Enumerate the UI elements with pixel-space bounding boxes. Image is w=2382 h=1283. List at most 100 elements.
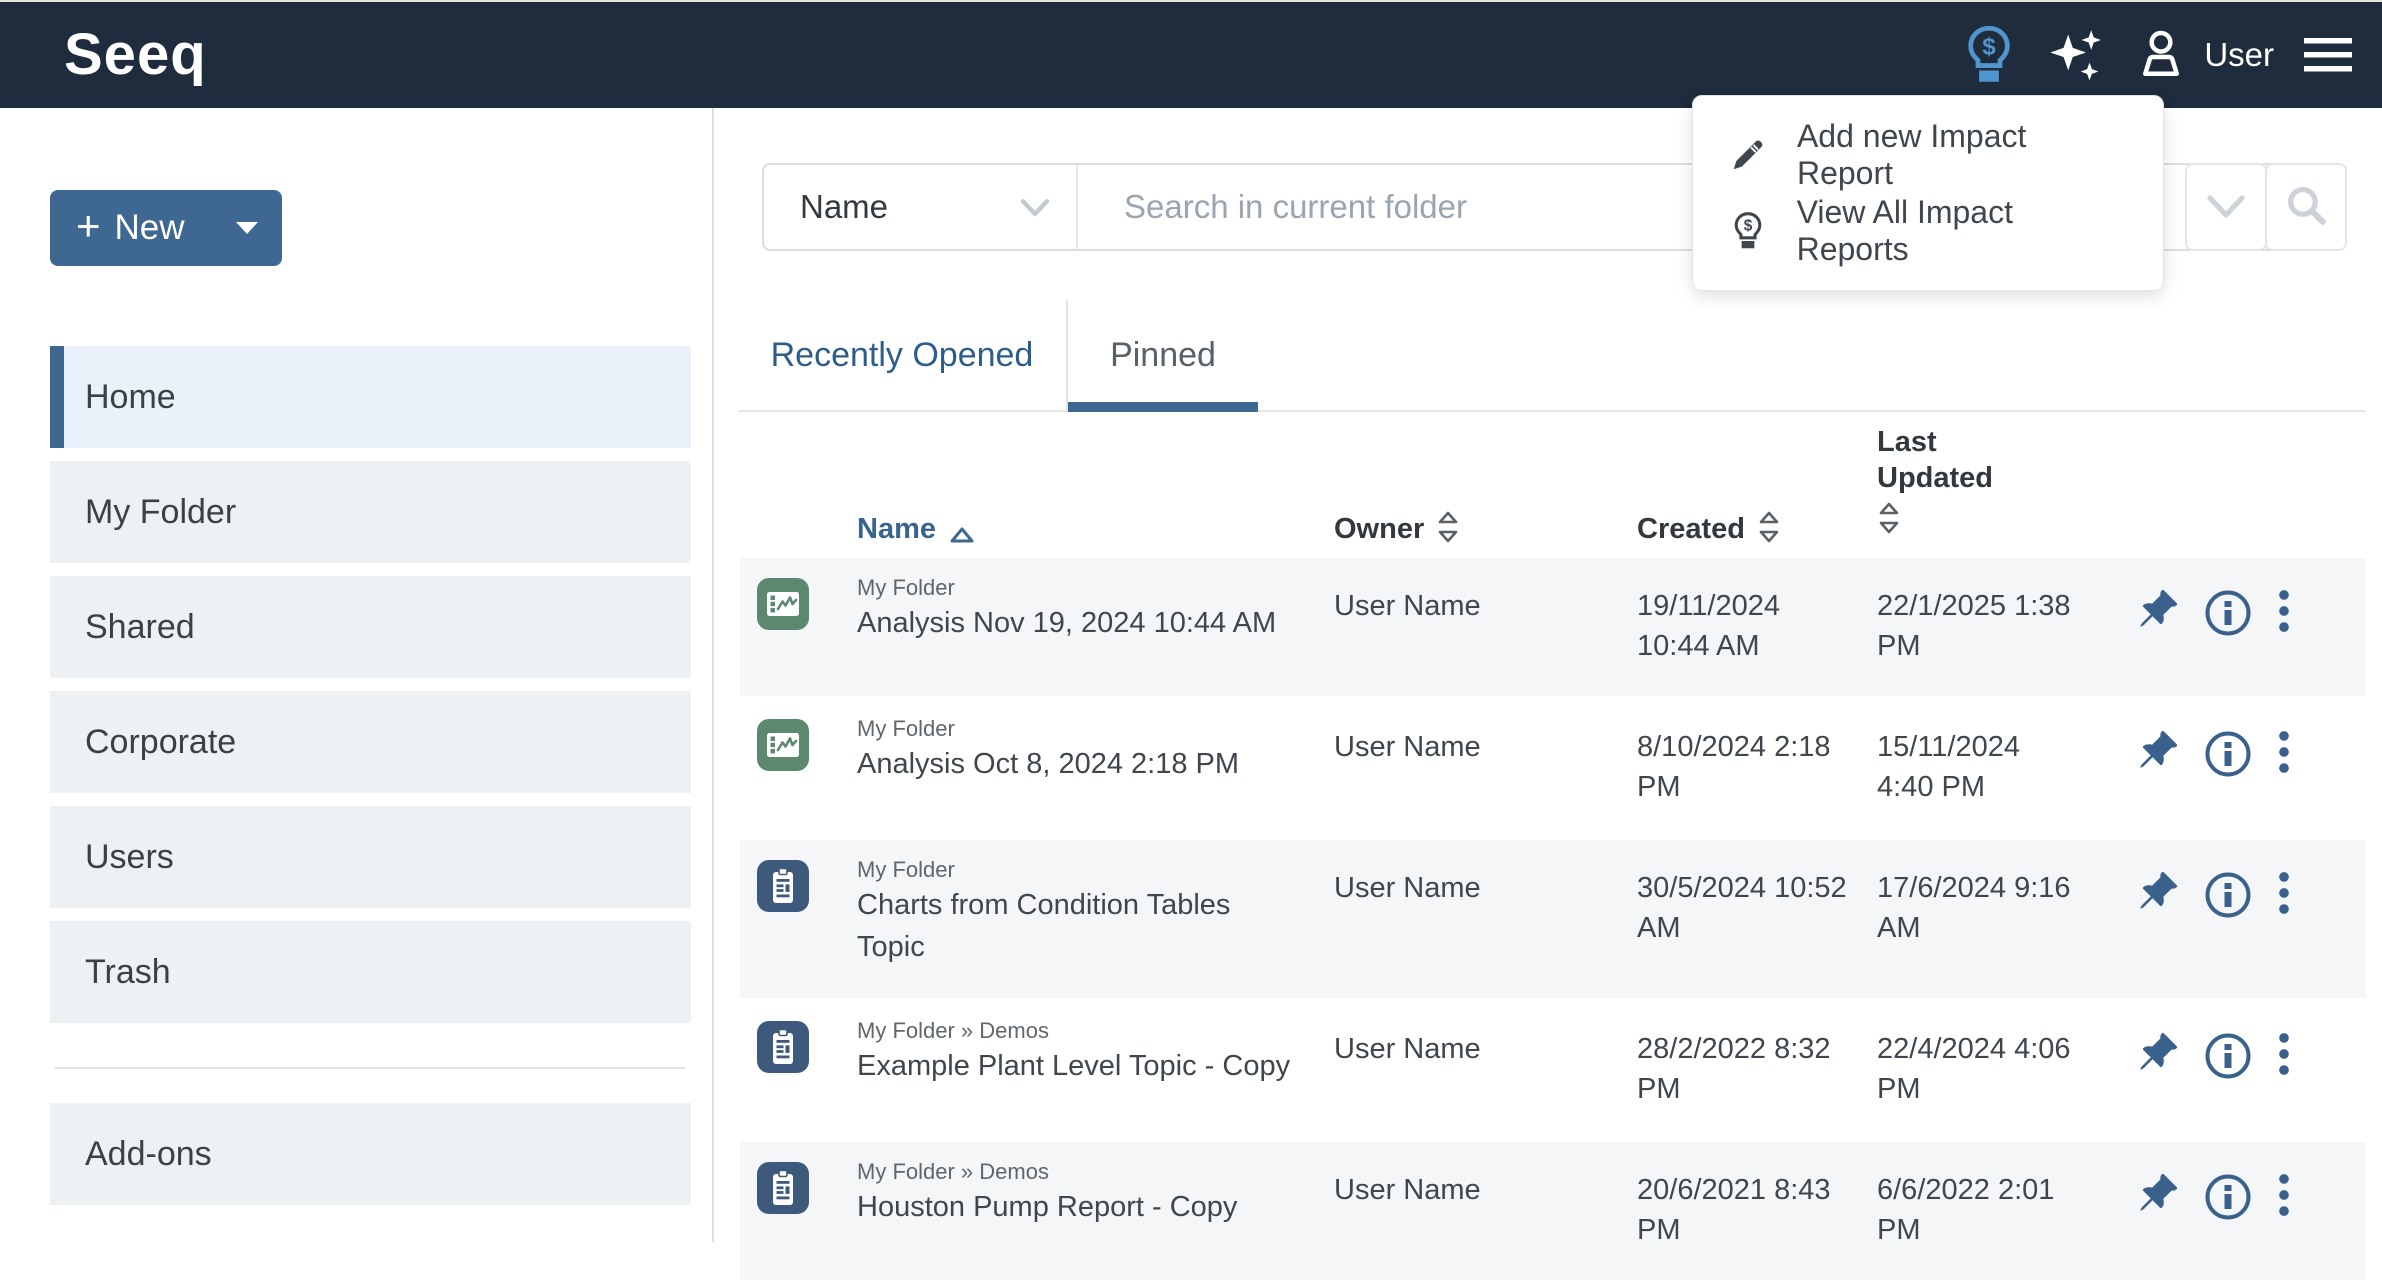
table-row[interactable]: My Folder » Demos Example Plant Level To…	[740, 1000, 2366, 1139]
column-label: Created	[1637, 512, 1745, 545]
menu-item-label: View All Impact Reports	[1796, 194, 2013, 267]
kebab-menu-icon[interactable]	[2277, 588, 2291, 634]
user-name-label[interactable]: User	[2204, 36, 2274, 73]
new-button-label: New	[114, 208, 185, 247]
sidebar-item-users[interactable]: Users	[50, 806, 691, 908]
sort-ascending-icon	[948, 526, 976, 544]
main-content: Name Recently Opened Pinned	[714, 108, 2382, 1280]
item-updated: 15/11/2024 4:40 PM	[1877, 730, 2020, 803]
sidebar-nav: Home My Folder Shared Corporate Users Trash Ad…	[0, 346, 712, 1205]
sidebar-item-home[interactable]: Home	[50, 346, 691, 448]
search-icon	[2283, 182, 2329, 233]
table-header: Name Owner Created Last Updated	[740, 424, 2366, 558]
search-filter-select[interactable]: Name	[764, 165, 1078, 249]
pin-icon[interactable]	[2137, 1172, 2179, 1214]
item-folder-path: My Folder	[857, 715, 955, 741]
pin-icon[interactable]	[2137, 588, 2179, 630]
item-updated: 22/1/2025 1:38 PM	[1877, 589, 2071, 662]
navbar: Seeq $ User	[0, 2, 2382, 108]
sidebar-item-trash[interactable]: Trash	[50, 921, 691, 1023]
caret-down-icon	[236, 222, 258, 234]
sidebar: + New Home My Folder Shared Corporate Users T…	[0, 108, 714, 1242]
item-owner: User Name	[1334, 589, 1481, 622]
seeq-logo: Seeq	[64, 22, 207, 87]
pin-icon[interactable]	[2137, 1031, 2179, 1073]
item-created: 19/11/2024 10:44 AM	[1637, 589, 1780, 662]
column-header-name[interactable]: Name	[857, 513, 1334, 546]
hamburger-menu-icon[interactable]	[2304, 36, 2352, 74]
column-label: Last Updated	[1877, 426, 1993, 495]
tab-label: Recently Opened	[770, 335, 1034, 374]
impact-lightbulb-icon: $	[1725, 211, 1771, 251]
info-icon[interactable]	[2203, 1031, 2253, 1081]
top-hairline	[0, 0, 2382, 2]
item-name-link[interactable]: Example Plant Level Topic - Copy	[857, 1049, 1291, 1082]
svg-text:$: $	[1744, 218, 1753, 235]
item-folder-path: My Folder	[857, 856, 955, 882]
sort-both-icon	[1877, 501, 1901, 535]
item-created: 30/5/2024 10:52 AM	[1637, 871, 1847, 944]
chevron-down-icon	[1020, 188, 1050, 226]
tab-pinned[interactable]: Pinned	[1066, 300, 1258, 412]
item-owner: User Name	[1334, 871, 1481, 904]
impact-report-menu: Add new Impact Report $ View All Impact …	[1692, 95, 2164, 291]
tab-label: Pinned	[1110, 335, 1216, 374]
new-button[interactable]: + New	[50, 190, 282, 266]
info-icon[interactable]	[2203, 870, 2253, 920]
table-row[interactable]: My Folder Analysis Nov 19, 2024 10:44 AM…	[740, 557, 2366, 696]
column-header-last-updated[interactable]: Last Updated	[1877, 424, 2137, 546]
item-name-link[interactable]: Houston Pump Report - Copy	[857, 1190, 1238, 1223]
documents-table: Name Owner Created Last Updated	[740, 424, 2366, 1283]
menu-item-view-impact-reports[interactable]: $ View All Impact Reports	[1693, 194, 2163, 267]
info-icon[interactable]	[2203, 588, 2253, 638]
plus-icon: +	[76, 202, 101, 249]
column-label: Owner	[1334, 512, 1425, 545]
pin-icon[interactable]	[2137, 870, 2179, 912]
item-owner: User Name	[1334, 1032, 1481, 1065]
kebab-menu-icon[interactable]	[2277, 729, 2291, 775]
sidebar-item-add-ons[interactable]: Add-ons	[50, 1103, 691, 1205]
impact-lightbulb-icon[interactable]: $	[1962, 24, 2016, 86]
item-name-link[interactable]: Charts from Condition Tables Topic	[857, 888, 1231, 963]
item-name-link[interactable]: Analysis Nov 19, 2024 10:44 AM	[857, 606, 1277, 639]
item-created: 8/10/2024 2:18 PM	[1637, 730, 1831, 803]
item-name-link[interactable]: Analysis Oct 8, 2024 2:18 PM	[857, 747, 1240, 780]
info-icon[interactable]	[2203, 729, 2253, 779]
table-row[interactable]: My Folder Charts from Condition Tables T…	[740, 839, 2366, 998]
item-created: 28/2/2022 8:32 PM	[1637, 1032, 1831, 1105]
analysis-icon	[757, 577, 809, 630]
topic-icon	[757, 1161, 809, 1214]
tab-bar: Recently Opened Pinned	[738, 300, 2366, 412]
item-folder-path: My Folder » Demos	[857, 1158, 1049, 1184]
table-row[interactable]: My Folder Analysis Oct 8, 2024 2:18 PM U…	[740, 698, 2366, 837]
kebab-menu-icon[interactable]	[2277, 870, 2291, 916]
pin-icon[interactable]	[2137, 729, 2179, 771]
sidebar-divider	[55, 1067, 685, 1069]
user-icon[interactable]	[2134, 28, 2188, 82]
sort-both-icon	[1757, 510, 1781, 544]
sidebar-item-corporate[interactable]: Corporate	[50, 691, 691, 793]
kebab-menu-icon[interactable]	[2277, 1031, 2291, 1077]
table-row[interactable]: My Folder » Demos Houston Pump Report - …	[740, 1141, 2366, 1280]
item-created: 20/6/2021 8:43 PM	[1637, 1173, 1831, 1246]
info-icon[interactable]	[2203, 1172, 2253, 1222]
tab-recently-opened[interactable]: Recently Opened	[738, 300, 1066, 410]
column-header-created[interactable]: Created	[1637, 510, 1877, 546]
column-header-owner[interactable]: Owner	[1334, 510, 1637, 546]
svg-text:$: $	[1983, 33, 1996, 60]
search-options-button[interactable]	[2185, 163, 2267, 251]
item-updated: 17/6/2024 9:16 AM	[1877, 871, 2071, 944]
sidebar-item-my-folder[interactable]: My Folder	[50, 461, 691, 563]
item-owner: User Name	[1334, 1173, 1481, 1206]
topic-icon	[757, 859, 809, 912]
search-submit-button[interactable]	[2265, 163, 2347, 251]
topic-icon	[757, 1020, 809, 1073]
menu-item-add-impact-report[interactable]: Add new Impact Report	[1693, 118, 2163, 191]
analysis-icon	[757, 718, 809, 771]
table-body: My Folder Analysis Nov 19, 2024 10:44 AM…	[740, 557, 2366, 1280]
sidebar-item-shared[interactable]: Shared	[50, 576, 691, 678]
sort-both-icon	[1436, 510, 1460, 544]
kebab-menu-icon[interactable]	[2277, 1172, 2291, 1218]
item-folder-path: My Folder	[857, 574, 955, 600]
sparkles-icon[interactable]	[2046, 26, 2104, 84]
